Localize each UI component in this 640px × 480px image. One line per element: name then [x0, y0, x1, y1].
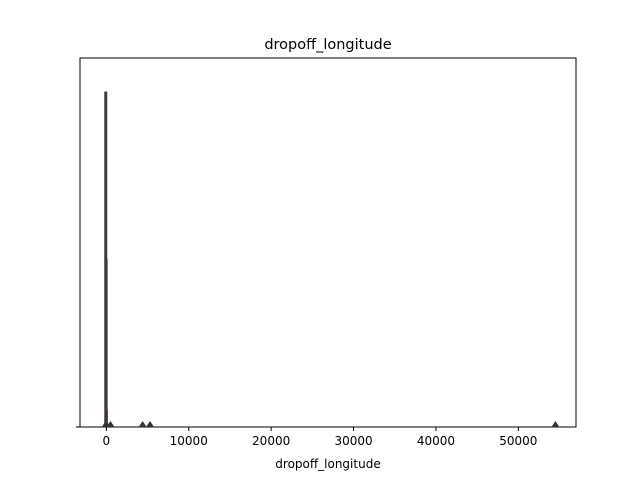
histogram-bar-1 [104, 259, 108, 427]
plot-frame [79, 57, 577, 428]
x-axis-ticks: 0 10000 20000 30000 40000 50000 [103, 427, 537, 448]
x-tick-label-0: 0 [103, 434, 111, 448]
outlier-marker-4 [551, 421, 560, 427]
histogram-bar-0 [104, 91, 108, 427]
data-marks [101, 91, 560, 427]
x-tick-label-3: 30000 [334, 434, 372, 448]
x-tick-label-2: 20000 [252, 434, 290, 448]
plot-area: 0 10000 20000 30000 40000 50000 [76, 57, 577, 448]
histogram-bar-2 [104, 410, 108, 427]
chart-title: dropoff_longitude [264, 37, 391, 53]
x-tick-label-1: 10000 [170, 434, 208, 448]
outlier-marker-1 [106, 421, 115, 427]
x-tick-label-5: 50000 [499, 434, 537, 448]
x-axis-label: dropoff_longitude [275, 457, 380, 471]
x-tick-label-4: 40000 [417, 434, 455, 448]
outlier-marker-3 [146, 421, 155, 427]
outlier-marker-2 [138, 421, 147, 427]
